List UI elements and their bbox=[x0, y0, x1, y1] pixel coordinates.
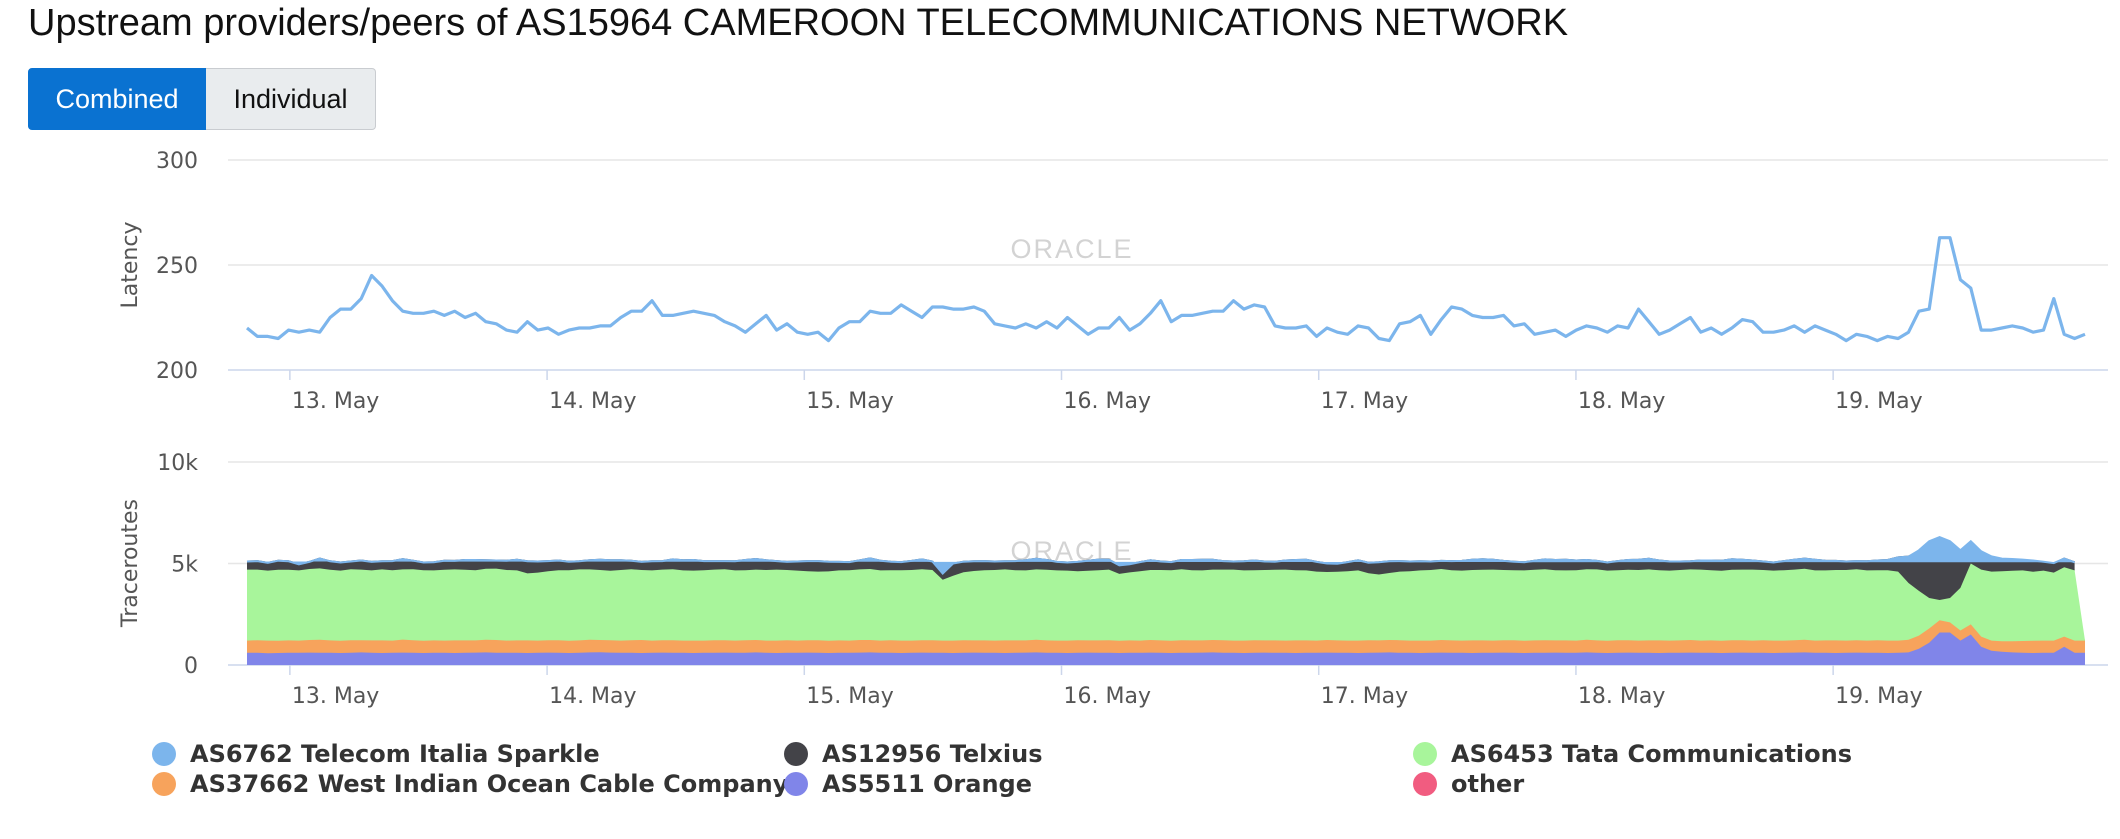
legend-dot-other bbox=[1413, 772, 1437, 796]
x-tick-label: 16. May bbox=[1064, 389, 1151, 414]
traceroutes-chart: 0 5k 10k Traceroutes 13. May 14. May 15. May 16… bbox=[118, 451, 2108, 709]
area-edge-as6762-telecom-italia-sparkle bbox=[246, 536, 2075, 576]
y-tick-label: 10k bbox=[157, 451, 198, 476]
y-tick-label: 250 bbox=[156, 254, 198, 279]
legend-label-as6453: AS6453 Tata Communications bbox=[1451, 740, 1853, 768]
legend: AS6762 Telecom Italia Sparkle AS37662 We… bbox=[0, 740, 2120, 810]
x-tick-label: 14. May bbox=[549, 684, 636, 709]
legend-item-as37662[interactable]: AS37662 West Indian Ocean Cable Company bbox=[152, 770, 788, 798]
latency-chart: 200 250 300 Latency 13. May 14. May 15. May 16.… bbox=[118, 149, 2108, 414]
legend-dot-as37662 bbox=[152, 772, 176, 796]
y-tick-label: 5k bbox=[171, 553, 198, 578]
legend-label-as12956: AS12956 Telxius bbox=[822, 740, 1043, 768]
oracle-watermark: ORACLE bbox=[1010, 234, 1133, 264]
area-as5511-orange bbox=[247, 632, 2085, 665]
chart-area: 200 250 300 Latency 13. May 14. May 15. May 16.… bbox=[118, 149, 2108, 709]
x-tick-label: 15. May bbox=[806, 684, 893, 709]
legend-item-as5511[interactable]: AS5511 Orange bbox=[784, 770, 1032, 798]
y-tick-label: 200 bbox=[156, 359, 198, 384]
y-axis-title: Traceroutes bbox=[118, 499, 143, 628]
y-axis-title: Latency bbox=[118, 222, 143, 309]
x-tick-label: 13. May bbox=[292, 389, 379, 414]
area-as6453-tata-communications bbox=[247, 563, 2085, 642]
legend-dot-as12956 bbox=[784, 742, 808, 766]
legend-label-other: other bbox=[1451, 770, 1525, 798]
legend-dot-as5511 bbox=[784, 772, 808, 796]
x-tick-label: 16. May bbox=[1064, 684, 1151, 709]
x-tick-label: 19. May bbox=[1835, 684, 1922, 709]
page-title: Upstream providers/peers of AS15964 CAME… bbox=[28, 2, 1569, 44]
y-tick-label: 300 bbox=[156, 149, 198, 174]
latency-series-line bbox=[245, 236, 2086, 343]
combined-button[interactable]: Combined bbox=[28, 68, 206, 130]
x-tick-label: 18. May bbox=[1578, 389, 1665, 414]
legend-item-other[interactable]: other bbox=[1413, 770, 1524, 798]
legend-item-as6453[interactable]: AS6453 Tata Communications bbox=[1413, 740, 1852, 768]
legend-label-as5511: AS5511 Orange bbox=[822, 770, 1032, 798]
x-tick-label: 15. May bbox=[806, 389, 893, 414]
x-tick-label: 14. May bbox=[549, 389, 636, 414]
y-tick-label: 0 bbox=[184, 654, 198, 679]
x-tick-label: 19. May bbox=[1835, 389, 1922, 414]
x-tick-label: 18. May bbox=[1578, 684, 1665, 709]
legend-item-as12956[interactable]: AS12956 Telxius bbox=[784, 740, 1042, 768]
legend-item-as6762[interactable]: AS6762 Telecom Italia Sparkle bbox=[152, 740, 600, 768]
individual-button[interactable]: Individual bbox=[206, 68, 376, 130]
area-as37662-west-indian-ocean-cable-company bbox=[247, 620, 2085, 654]
legend-dot-as6453 bbox=[1413, 742, 1437, 766]
x-tick-label: 13. May bbox=[292, 684, 379, 709]
x-tick-label: 17. May bbox=[1321, 684, 1408, 709]
legend-label-as6762: AS6762 Telecom Italia Sparkle bbox=[190, 740, 600, 768]
legend-label-as37662: AS37662 West Indian Ocean Cable Company bbox=[190, 770, 789, 798]
view-toggle: Combined Individual bbox=[28, 68, 376, 130]
x-tick-label: 17. May bbox=[1321, 389, 1408, 414]
legend-dot-as6762 bbox=[152, 742, 176, 766]
